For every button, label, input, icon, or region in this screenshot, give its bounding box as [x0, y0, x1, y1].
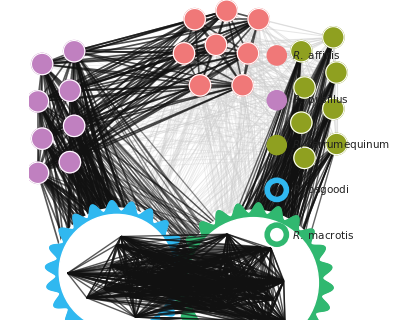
Text: $\it{R.}$ ferrumequinum: $\it{R.}$ ferrumequinum [292, 138, 390, 152]
Circle shape [267, 46, 286, 65]
Circle shape [294, 77, 315, 98]
Circle shape [291, 41, 312, 62]
Circle shape [189, 75, 211, 96]
Circle shape [267, 91, 286, 110]
Circle shape [64, 41, 85, 62]
Polygon shape [46, 201, 188, 320]
Circle shape [323, 27, 344, 48]
Circle shape [59, 80, 80, 101]
Circle shape [326, 133, 347, 155]
Circle shape [27, 91, 48, 112]
Circle shape [267, 135, 286, 155]
Circle shape [53, 208, 181, 320]
Circle shape [64, 115, 85, 137]
Text: $\it{R.}$ osgoodi: $\it{R.}$ osgoodi [292, 183, 349, 197]
Circle shape [237, 43, 259, 64]
Text: $\it{R.}$ macrotis: $\it{R.}$ macrotis [292, 229, 354, 241]
Circle shape [326, 62, 347, 83]
Circle shape [205, 34, 227, 55]
Circle shape [232, 75, 253, 96]
Circle shape [248, 9, 269, 30]
Circle shape [181, 210, 326, 320]
Circle shape [59, 151, 80, 173]
Circle shape [216, 0, 237, 21]
Circle shape [291, 112, 312, 133]
Text: $\it{R.}$ affinis: $\it{R.}$ affinis [292, 50, 340, 61]
Circle shape [32, 128, 53, 149]
Circle shape [59, 214, 174, 320]
Circle shape [188, 218, 318, 320]
Circle shape [184, 9, 205, 30]
Circle shape [27, 162, 48, 183]
Circle shape [294, 147, 315, 169]
Circle shape [173, 43, 195, 64]
Polygon shape [174, 203, 333, 320]
Circle shape [32, 53, 53, 75]
Text: $\it{R.}$ pusillus: $\it{R.}$ pusillus [292, 93, 348, 107]
Circle shape [323, 98, 344, 119]
